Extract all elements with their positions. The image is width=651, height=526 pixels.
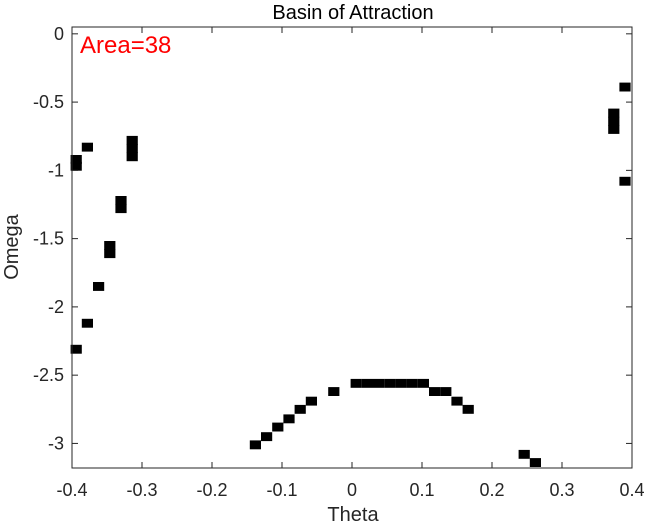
- basin-cell: [126, 144, 138, 153]
- basin-cell: [115, 196, 127, 205]
- basin-cell: [328, 387, 340, 396]
- basin-cell: [373, 378, 385, 388]
- x-tick-label: -0.3: [126, 480, 157, 500]
- basin-cell: [261, 432, 273, 442]
- chart-title: Basin of Attraction: [272, 2, 433, 24]
- basin-cell: [104, 249, 116, 259]
- basin-cell: [70, 155, 82, 164]
- basin-cell: [619, 176, 631, 186]
- basin-cell: [608, 108, 620, 118]
- x-axis: -0.4 -0.3 -0.2 -0.1 0 0.1 0.2 0.3 0.4: [56, 27, 645, 500]
- basin-cell: [104, 241, 116, 250]
- y-tick-label: -1: [48, 160, 64, 180]
- x-tick-label: -0.1: [266, 480, 297, 500]
- basin-cell: [126, 152, 138, 162]
- x-tick-label: 0.3: [549, 480, 574, 500]
- basin-cell: [272, 422, 284, 432]
- basin-cell: [81, 142, 93, 152]
- basin-cell: [81, 318, 93, 328]
- basin-cell: [70, 344, 82, 354]
- basin-cell: [608, 125, 620, 134]
- basin-cell: [350, 378, 362, 388]
- basin-cell: [283, 414, 295, 424]
- basin-cell: [361, 378, 373, 388]
- x-tick-label: 0.4: [619, 480, 644, 500]
- points-layer: [70, 82, 631, 467]
- basin-cell: [417, 378, 429, 388]
- basin-cell: [429, 387, 441, 396]
- basin-cell: [93, 282, 105, 291]
- y-tick-label: 0: [54, 24, 64, 44]
- basin-cell: [395, 378, 407, 388]
- basin-cell: [406, 378, 418, 388]
- y-tick-label: -1.5: [33, 229, 64, 249]
- y-axis: 0 -0.5 -1 -1.5 -2 -2.5 -3: [33, 24, 632, 453]
- x-tick-label: -0.2: [196, 480, 227, 500]
- basin-cell: [384, 378, 396, 388]
- x-tick-label: 0.2: [479, 480, 504, 500]
- y-tick-label: -2: [48, 297, 64, 317]
- basin-cell: [440, 387, 452, 396]
- plot-area: [70, 26, 633, 469]
- basin-cell: [126, 135, 138, 145]
- y-tick-label: -3: [48, 433, 64, 453]
- x-tick-label: -0.4: [56, 480, 87, 500]
- y-tick-label: -2.5: [33, 365, 64, 385]
- basin-cell: [115, 204, 127, 214]
- basin-cell: [70, 161, 82, 171]
- y-tick-label: -0.5: [33, 92, 64, 112]
- x-tick-label: 0.1: [409, 480, 434, 500]
- basin-cell: [462, 404, 474, 414]
- x-tick-label: 0: [347, 480, 357, 500]
- basin-cell: [305, 396, 317, 406]
- basin-cell: [608, 116, 620, 126]
- basin-cell: [451, 396, 463, 406]
- x-axis-label: Theta: [327, 504, 379, 526]
- basin-cell: [619, 82, 631, 92]
- plot-background: [72, 27, 632, 468]
- basin-cell: [518, 449, 530, 459]
- area-annotation: Area=38: [80, 32, 171, 59]
- y-axis-label: Omega: [1, 213, 23, 279]
- basin-cell: [294, 404, 306, 414]
- basin-cell: [529, 458, 541, 467]
- basin-cell: [249, 440, 261, 450]
